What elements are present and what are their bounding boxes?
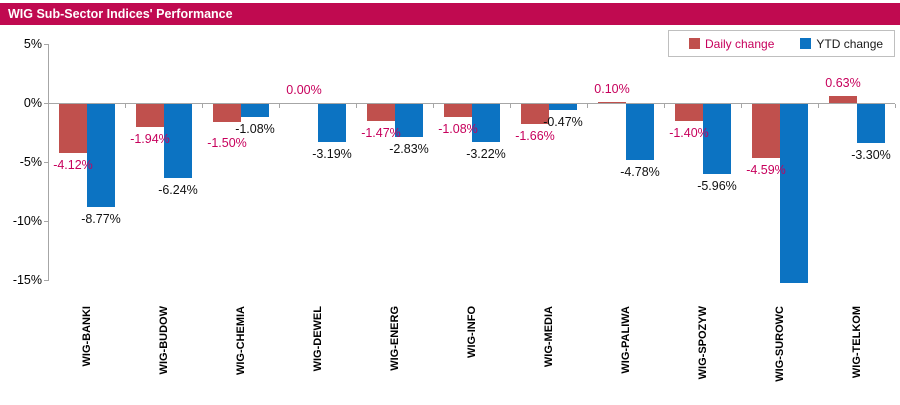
x-axis-tick: [356, 104, 357, 108]
y-axis-tick: [44, 103, 49, 104]
daily-bar-wig-energ: [367, 104, 395, 121]
y-axis-tick: [44, 162, 49, 163]
category-label: WIG-DEWEL: [312, 306, 324, 372]
y-axis-label: 0%: [23, 96, 42, 110]
daily-bar-wig-chemia: [213, 104, 241, 122]
daily-value-label: 0.00%: [286, 83, 322, 97]
category-label: WIG-MEDIA: [543, 306, 555, 368]
daily-value-label: -1.08%: [438, 122, 478, 136]
daily-value-label: -1.50%: [207, 136, 247, 150]
daily-value-label: -1.47%: [361, 126, 401, 140]
category-label: WIG-PALIWA: [620, 306, 632, 374]
x-axis-tick: [587, 104, 588, 108]
x-axis-line: [48, 103, 895, 104]
ytd-bar-wig-telkom: [857, 104, 885, 143]
daily-bar-wig-info: [444, 104, 472, 117]
daily-value-label: -4.12%: [53, 158, 93, 172]
chart-title: WIG Sub-Sector Indices' Performance: [8, 7, 233, 21]
category-label: WIG-BANKI: [81, 306, 93, 367]
ytd-value-label: -3.30%: [851, 148, 891, 162]
legend-item-daily: Daily change: [689, 37, 774, 51]
legend-label: Daily change: [705, 36, 775, 51]
x-axis-tick: [895, 104, 896, 108]
daily-value-label: -1.94%: [130, 132, 170, 146]
x-axis-tick: [818, 104, 819, 108]
legend-swatch-icon: [800, 38, 812, 49]
y-axis-tick: [44, 44, 49, 45]
y-axis-label: 5%: [23, 37, 42, 51]
ytd-value-label: -8.77%: [81, 212, 121, 226]
ytd-bar-wig-spozyw: [703, 104, 731, 174]
ytd-bar-wig-info: [472, 104, 500, 142]
legend: Daily change YTD change: [668, 30, 895, 57]
daily-bar-wig-spozyw: [675, 104, 703, 121]
ytd-bar-wig-banki: [87, 104, 115, 207]
ytd-value-label: -6.24%: [158, 183, 198, 197]
category-label: WIG-SPOZYW: [697, 306, 709, 380]
daily-bar-wig-budow: [136, 104, 164, 127]
y-axis-label: -15%: [12, 273, 42, 287]
ytd-bar-wig-budow: [164, 104, 192, 178]
x-axis-tick: [202, 104, 203, 108]
daily-bar-wig-media: [521, 104, 549, 124]
ytd-value-label: -2.83%: [389, 142, 429, 156]
category-label: WIG-TELKOM: [851, 306, 863, 379]
daily-bar-wig-surowc: [752, 104, 780, 158]
y-axis-tick: [44, 221, 49, 222]
ytd-value-label: -0.47%: [543, 115, 583, 129]
daily-bar-wig-telkom: [829, 96, 857, 103]
daily-value-label: -1.40%: [669, 126, 709, 140]
category-label: WIG-BUDOW: [158, 306, 170, 375]
legend-swatch-icon: [689, 38, 700, 49]
ytd-value-label: -4.78%: [620, 165, 660, 179]
category-label: WIG-CHEMIA: [235, 306, 247, 376]
legend-label: YTD change: [816, 36, 884, 51]
daily-value-label: -1.66%: [515, 129, 555, 143]
y-axis-label: -5%: [19, 155, 42, 169]
ytd-value-label: -3.19%: [312, 147, 352, 161]
category-label: WIG-SUROWC: [774, 306, 786, 382]
ytd-bar-wig-energ: [395, 104, 423, 137]
daily-bar-wig-banki: [59, 104, 87, 153]
x-axis-tick: [125, 104, 126, 108]
daily-value-label: -4.59%: [746, 163, 786, 177]
x-axis-tick: [433, 104, 434, 108]
y-axis-label: -10%: [12, 214, 42, 228]
ytd-value-label: -5.96%: [697, 179, 737, 193]
x-axis-tick: [48, 104, 49, 108]
daily-value-label: 0.10%: [594, 82, 630, 96]
ytd-value-label: -1.08%: [235, 122, 275, 136]
daily-value-label: 0.63%: [825, 76, 861, 90]
x-axis-tick: [279, 104, 280, 108]
category-label: WIG-INFO: [466, 306, 478, 358]
ytd-bar-wig-chemia: [241, 104, 269, 117]
ytd-bar-wig-media: [549, 104, 577, 110]
chart-title-bar: WIG Sub-Sector Indices' Performance: [0, 3, 900, 25]
category-label: WIG-ENERG: [389, 306, 401, 371]
ytd-bar-wig-surowc: [780, 104, 808, 283]
y-axis-tick: [44, 280, 49, 281]
x-axis-tick: [510, 104, 511, 108]
ytd-bar-wig-paliwa: [626, 104, 654, 160]
ytd-value-label: -3.22%: [466, 147, 506, 161]
daily-bar-wig-paliwa: [598, 102, 626, 103]
x-axis-tick: [741, 104, 742, 108]
legend-item-ytd: YTD change: [800, 37, 883, 51]
x-axis-tick: [664, 104, 665, 108]
ytd-bar-wig-dewel: [318, 104, 346, 142]
